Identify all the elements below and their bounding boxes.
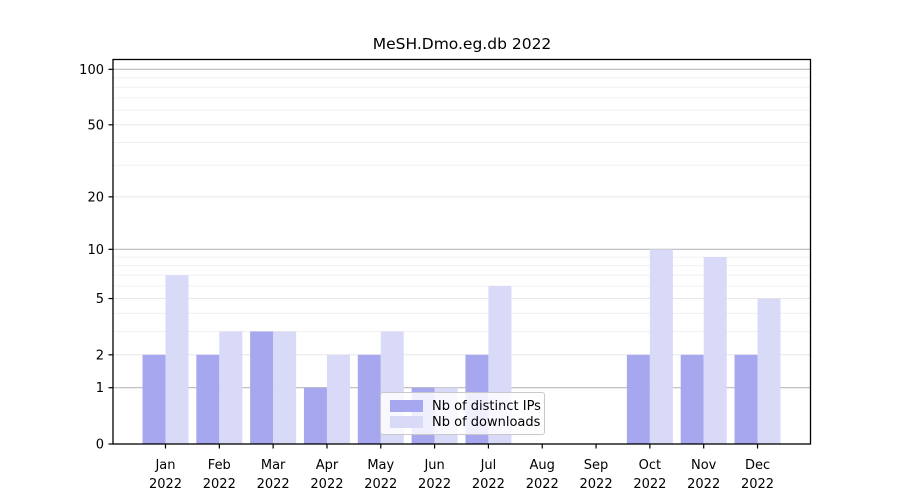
- x-tick-label-year: 2022: [257, 477, 290, 492]
- bar-downloads-apr: [326, 354, 350, 444]
- x-tick-label-month: Jun: [423, 458, 444, 473]
- bar-downloads-nov: [703, 257, 727, 444]
- y-tick-label: 1: [96, 381, 104, 396]
- x-tick-label-month: Aug: [530, 458, 555, 473]
- legend-label-distinct-ips: Nb of distinct IPs: [432, 398, 541, 414]
- x-tick-label-month: Dec: [745, 458, 770, 473]
- y-tick-label: 0: [96, 438, 104, 453]
- bar-ips-mar: [250, 331, 274, 444]
- legend-swatch-downloads: [390, 416, 423, 428]
- bar-downloads-jan: [165, 275, 189, 444]
- x-tick-label-month: Oct: [639, 458, 661, 473]
- x-tick-label-year: 2022: [149, 477, 182, 492]
- x-tick-label-month: Feb: [208, 458, 231, 473]
- x-tick-label-month: Jul: [480, 458, 497, 473]
- x-tick-label-year: 2022: [418, 477, 451, 492]
- x-tick-label-month: Mar: [261, 458, 286, 473]
- x-tick-label-year: 2022: [203, 477, 236, 492]
- x-tick-label-year: 2022: [310, 477, 343, 492]
- x-tick-label-year: 2022: [633, 477, 666, 492]
- x-tick-label-year: 2022: [526, 477, 559, 492]
- x-tick-label-year: 2022: [741, 477, 774, 492]
- bar-downloads-dec: [757, 298, 781, 444]
- bar-ips-may: [357, 354, 381, 444]
- x-tick-label-month: Sep: [584, 458, 609, 473]
- chart-title: MeSH.Dmo.eg.db 2022: [372, 35, 552, 53]
- x-tick-label-year: 2022: [580, 477, 613, 492]
- y-tick-label: 100: [79, 63, 104, 78]
- x-tick-label-month: Apr: [316, 458, 339, 473]
- bar-ips-jan: [142, 354, 166, 444]
- plot-frame: [112, 58, 812, 445]
- legend-box: Nb of distinct IPs Nb of downloads: [380, 392, 545, 435]
- bar-ips-dec: [734, 354, 758, 444]
- bar-downloads-oct: [649, 249, 673, 444]
- y-tick-label: 50: [87, 118, 104, 133]
- x-tick-label-year: 2022: [472, 477, 505, 492]
- x-tick-label-month: Nov: [691, 458, 717, 473]
- legend-item-downloads: Nb of downloads: [390, 414, 540, 430]
- bar-downloads-mar: [273, 331, 297, 444]
- y-tick-label: 5: [96, 292, 104, 307]
- x-tick-label-year: 2022: [687, 477, 720, 492]
- bar-ips-nov: [680, 354, 704, 444]
- bar-ips-oct: [626, 354, 650, 444]
- y-tick-label: 2: [96, 348, 104, 363]
- y-tick-label: 10: [87, 243, 104, 258]
- x-tick-label-month: May: [367, 458, 394, 473]
- bar-ips-feb: [196, 354, 220, 444]
- legend-label-downloads: Nb of downloads: [432, 414, 541, 430]
- legend-swatch-distinct-ips: [390, 400, 423, 412]
- bar-downloads-feb: [219, 331, 243, 444]
- y-tick-label: 20: [87, 190, 104, 205]
- x-tick-label-year: 2022: [364, 477, 397, 492]
- x-tick-label-month: Jan: [154, 458, 175, 473]
- legend-item-distinct-ips: Nb of distinct IPs: [390, 398, 541, 414]
- bar-ips-apr: [303, 387, 327, 444]
